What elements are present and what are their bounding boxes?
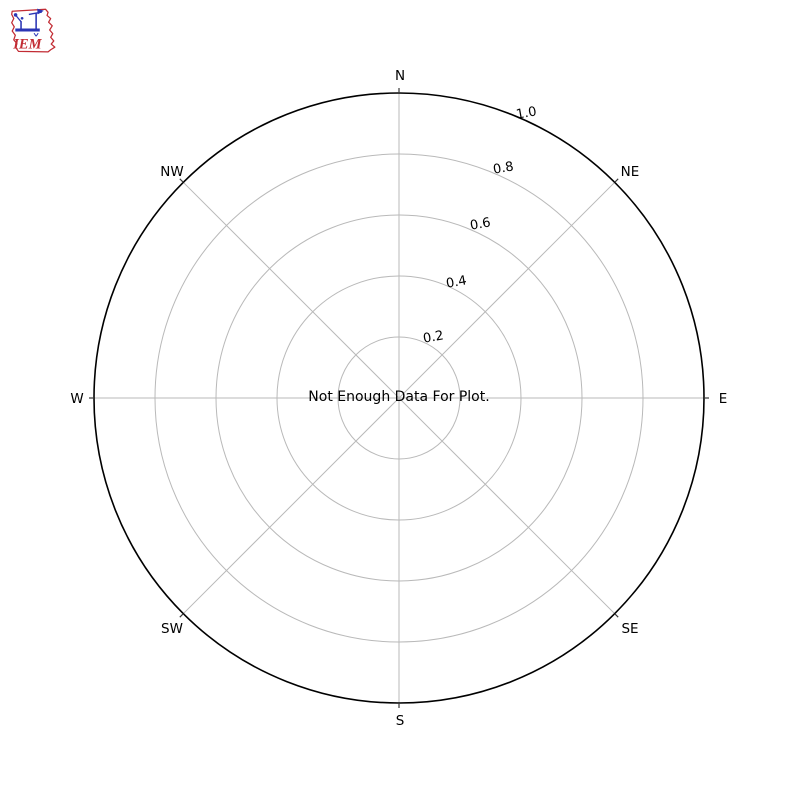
iem-logo-text: IEM (12, 37, 42, 53)
direction-label-ne: NE (621, 164, 640, 180)
tick-sw (179, 613, 184, 618)
direction-label-nw: NW (160, 164, 183, 180)
iem-logo-icon: IEM (11, 8, 56, 53)
tick-se (614, 613, 619, 618)
direction-label-sw: SW (161, 621, 183, 637)
radial-tick-label-0-8: 0.8 (492, 159, 515, 177)
tick-ne (614, 178, 619, 183)
theta-ticks (89, 88, 709, 708)
direction-label-w: W (70, 391, 83, 407)
direction-label-s: S (396, 713, 405, 729)
direction-label-e: E (719, 391, 728, 407)
weather-vane-icon (13, 8, 44, 37)
radial-tick-label-0-2: 0.2 (422, 328, 445, 346)
radial-tick-label-0-6: 0.6 (469, 215, 492, 233)
radial-tick-label-0-4: 0.4 (445, 273, 468, 291)
no-data-message: Not Enough Data For Plot. (308, 389, 489, 405)
spoke-nw-se (182, 181, 616, 615)
direction-label-se: SE (621, 621, 638, 637)
tick-nw (179, 178, 184, 183)
radial-tick-label-1-0: 1.0 (515, 104, 538, 122)
direction-label-n: N (395, 68, 405, 84)
